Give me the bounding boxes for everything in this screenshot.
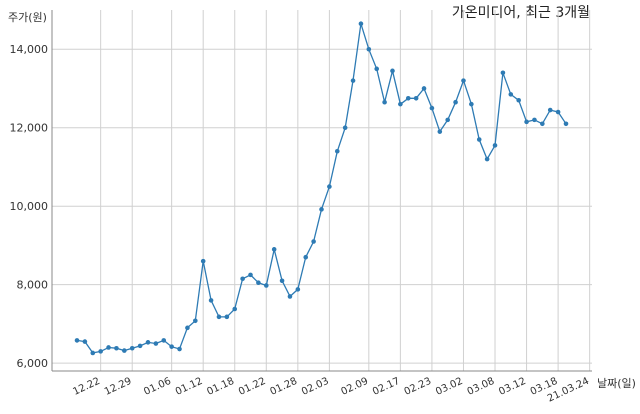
x-tick-label: 02.23 xyxy=(403,376,434,398)
x-tick-labels: 12.22 12.29 01.06 01.12 01.18 01.22 01.28 02.03… xyxy=(71,376,591,405)
y-axis-label: 주가(원) xyxy=(8,11,47,24)
data-point xyxy=(334,148,340,154)
data-point xyxy=(90,350,96,356)
chart-title: 가온미디어, 최근 3개월 xyxy=(452,5,590,21)
data-point xyxy=(319,207,324,212)
data-point xyxy=(287,294,293,299)
y-tick-label: 10,000 xyxy=(10,200,49,213)
x-tick-label: 12.22 xyxy=(71,376,102,398)
data-point xyxy=(98,349,103,354)
data-point xyxy=(358,21,364,27)
data-point xyxy=(106,345,111,350)
data-point xyxy=(208,298,214,303)
x-tick-label: 01.12 xyxy=(174,376,205,398)
y-tick-labels: 6,000 8,000 10,000 12,000 14,000 xyxy=(10,43,49,370)
data-point xyxy=(492,143,498,148)
data-point xyxy=(350,78,356,83)
x-tick-label: 02.17 xyxy=(371,376,402,398)
data-point xyxy=(484,156,490,162)
y-tick-label: 12,000 xyxy=(10,122,49,135)
data-point xyxy=(453,99,458,105)
data-point xyxy=(516,97,521,103)
data-point xyxy=(413,95,419,101)
data-point xyxy=(524,119,529,125)
data-point xyxy=(366,46,372,52)
data-point xyxy=(177,346,182,352)
data-point xyxy=(161,338,167,343)
data-point xyxy=(311,239,316,244)
data-point xyxy=(185,325,190,331)
data-point xyxy=(532,117,537,123)
data-point xyxy=(461,78,466,83)
data-point xyxy=(200,258,206,264)
x-axis-label: 날짜(일) xyxy=(597,376,636,390)
data-point xyxy=(137,343,143,349)
data-point xyxy=(469,101,474,107)
data-point xyxy=(445,117,450,123)
data-point xyxy=(437,129,443,134)
series-line xyxy=(76,23,567,354)
x-tick-label: 03.02 xyxy=(434,376,465,398)
data-point xyxy=(547,107,553,113)
data-point xyxy=(193,318,198,324)
data-point xyxy=(256,280,261,286)
data-point xyxy=(216,314,222,320)
data-point xyxy=(248,272,253,278)
x-tick-label: 01.28 xyxy=(269,376,300,398)
data-point xyxy=(232,306,238,312)
data-point xyxy=(122,348,127,353)
data-point xyxy=(114,345,119,351)
data-point xyxy=(476,137,482,142)
data-point xyxy=(540,121,545,127)
data-point xyxy=(555,109,561,115)
data-point xyxy=(500,70,506,76)
x-tick-label: 01.18 xyxy=(205,376,236,398)
data-point xyxy=(224,314,230,320)
x-tick-label: 02.09 xyxy=(339,376,370,398)
data-point xyxy=(405,95,411,101)
x-tick-label: 01.06 xyxy=(142,376,173,398)
data-point xyxy=(398,101,403,107)
data-point xyxy=(129,345,135,351)
data-point xyxy=(145,340,151,345)
data-point xyxy=(271,247,277,252)
x-tick-label: 03.08 xyxy=(466,376,497,398)
data-point xyxy=(240,276,245,282)
data-point xyxy=(421,86,427,91)
data-point xyxy=(390,68,395,74)
data-point xyxy=(169,344,174,349)
data-point xyxy=(279,278,285,284)
data-point xyxy=(153,341,159,346)
data-point xyxy=(327,184,332,189)
data-point xyxy=(508,92,514,97)
data-point xyxy=(303,254,309,260)
x-tick-label: 03.12 xyxy=(497,376,528,398)
x-tick-label: 01.22 xyxy=(237,376,268,398)
x-tick-label: 02.03 xyxy=(300,376,331,398)
data-point xyxy=(342,125,348,131)
y-tick-label: 6,000 xyxy=(17,357,49,370)
data-point xyxy=(263,283,269,288)
data-point xyxy=(82,339,88,344)
data-point xyxy=(382,99,387,105)
data-point xyxy=(429,105,435,111)
data-point xyxy=(295,287,301,292)
data-point xyxy=(74,338,80,343)
axes xyxy=(51,10,592,372)
y-tick-label: 8,000 xyxy=(17,279,49,292)
price-series xyxy=(74,21,569,356)
gridlines xyxy=(52,10,592,371)
data-point xyxy=(563,121,569,127)
data-point xyxy=(374,66,380,72)
y-tick-label: 14,000 xyxy=(10,43,49,56)
x-tick-label: 12.29 xyxy=(103,376,134,398)
